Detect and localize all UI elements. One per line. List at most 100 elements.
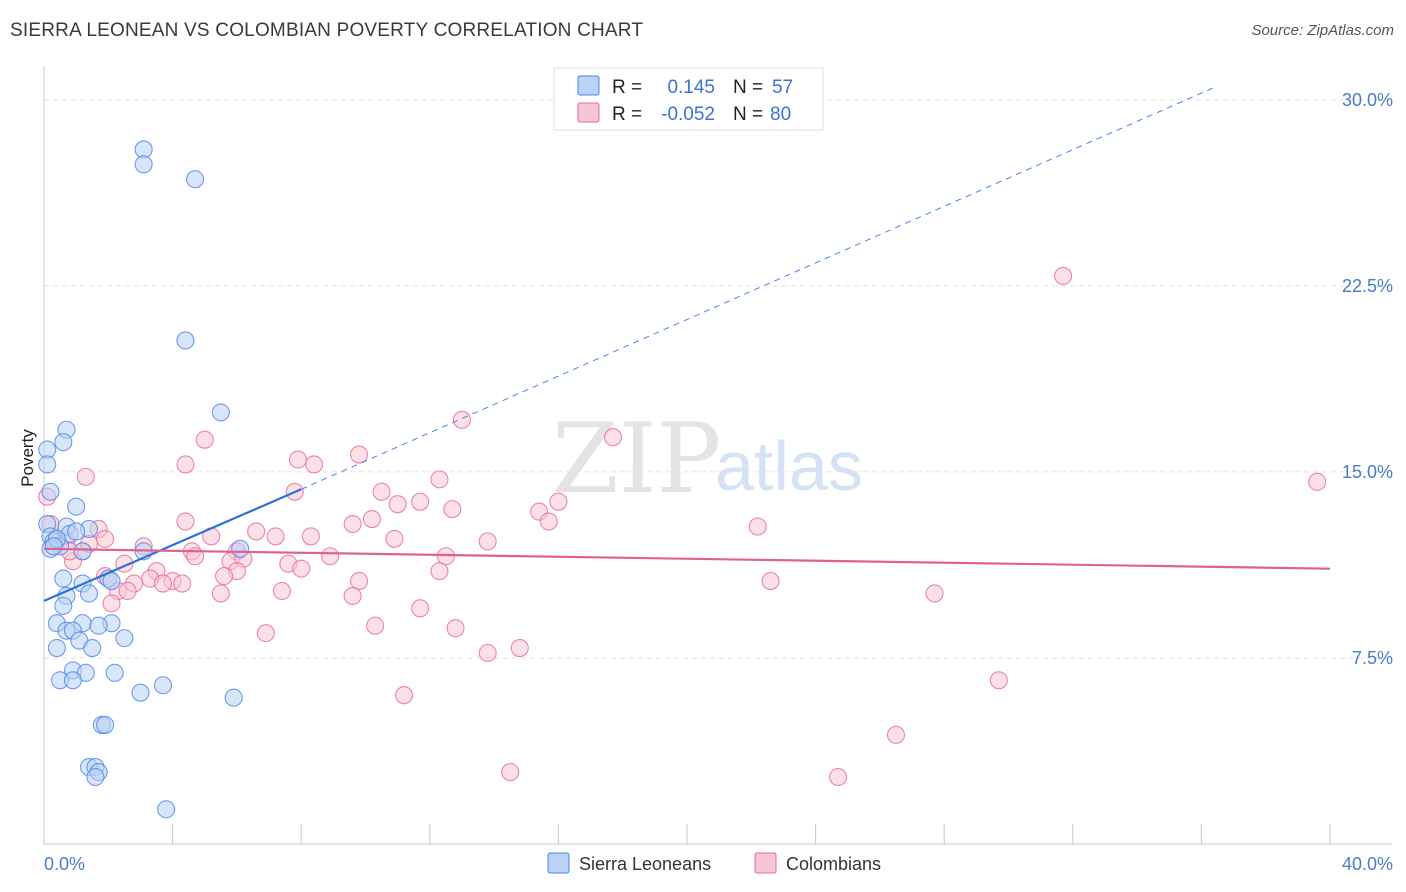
stats-r-value-2: -0.052 bbox=[661, 104, 715, 125]
colombians-point bbox=[478, 643, 497, 663]
sierra-leoneans-trend-extension bbox=[300, 86, 1215, 490]
colombians-point bbox=[301, 527, 320, 546]
colombians-point bbox=[266, 527, 285, 546]
sierra-leoneans-trend-line bbox=[43, 488, 302, 602]
trend-lines bbox=[43, 86, 1331, 602]
sierra-leoneans-point bbox=[96, 715, 115, 734]
sierra-leoneans-point bbox=[115, 629, 134, 648]
colombians-point bbox=[886, 725, 906, 744]
colombians-point bbox=[247, 522, 266, 541]
colombians-point bbox=[549, 492, 568, 511]
sierra-leoneans-point bbox=[54, 433, 73, 452]
colombians-point bbox=[256, 624, 275, 643]
colombians-point bbox=[153, 574, 173, 593]
sierra-leoneans-point bbox=[86, 767, 105, 787]
watermark-zip: ZIP bbox=[552, 403, 721, 515]
colombians-point bbox=[214, 567, 234, 586]
sierra-leoneans-point bbox=[131, 683, 150, 702]
stats-r-value-1: 0.145 bbox=[667, 77, 715, 98]
colombians-point bbox=[501, 763, 520, 782]
sierra-leoneans-point bbox=[224, 688, 243, 707]
sierra-leoneans-point bbox=[231, 539, 250, 558]
stats-r-label-1: R = bbox=[612, 77, 642, 98]
sierra-leoneans-point bbox=[79, 584, 99, 603]
legend-swatch-sierra-leoneans bbox=[547, 852, 570, 874]
watermark: ZIP atlas bbox=[552, 403, 863, 515]
colombians-point bbox=[366, 616, 385, 635]
colombians-points bbox=[38, 266, 1327, 787]
sierra-leoneans-point bbox=[67, 522, 86, 541]
y-tick-label: 22.5% bbox=[1342, 276, 1393, 296]
colombians-point bbox=[288, 450, 308, 469]
colombians-point bbox=[173, 574, 192, 593]
stats-n-value-1: 57 bbox=[772, 77, 793, 98]
y-tick-labels: 7.5% 15.0% 22.5% 30.0% bbox=[1342, 90, 1393, 668]
colombians-point bbox=[292, 559, 311, 578]
sierra-leoneans-points bbox=[38, 140, 250, 819]
sierra-leoneans-point bbox=[44, 537, 63, 556]
colombians-point bbox=[446, 619, 465, 638]
colombians-point bbox=[925, 584, 944, 603]
colombians-point bbox=[761, 572, 780, 591]
x-tick-label-min: 0.0% bbox=[44, 854, 85, 874]
colombians-point bbox=[443, 500, 462, 519]
colombians-point bbox=[372, 482, 391, 501]
colombians-point bbox=[430, 470, 449, 489]
y-tick-label: 7.5% bbox=[1352, 648, 1393, 668]
legend-label-colombians: Colombians bbox=[786, 854, 881, 874]
sierra-leoneans-point bbox=[211, 403, 230, 422]
colombians-point bbox=[452, 410, 472, 429]
sierra-leoneans-point bbox=[54, 596, 73, 615]
colombians-point bbox=[510, 638, 529, 658]
sierra-leoneans-point bbox=[176, 331, 195, 350]
legend-swatch-colombians bbox=[754, 852, 777, 874]
colombians-point bbox=[395, 686, 414, 705]
stats-n-label-1: N = bbox=[733, 77, 763, 98]
colombians-point bbox=[321, 547, 340, 566]
y-tick-label: 15.0% bbox=[1342, 462, 1393, 482]
colombians-point bbox=[362, 510, 381, 529]
colombians-point bbox=[604, 428, 623, 447]
colombians-point bbox=[829, 767, 848, 787]
colombians-point bbox=[343, 514, 362, 534]
colombians-point bbox=[411, 492, 430, 511]
chart-title: SIERRA LEONEAN VS COLOMBIAN POVERTY CORR… bbox=[10, 20, 644, 41]
colombians-point bbox=[436, 547, 455, 566]
legend-label-sierra-leoneans: Sierra Leoneans bbox=[579, 854, 711, 874]
colombians-point bbox=[989, 671, 1008, 690]
y-axis-title: Poverty bbox=[18, 429, 37, 487]
sierra-leoneans-point bbox=[73, 542, 92, 561]
colombians-point bbox=[96, 529, 115, 548]
colombians-point bbox=[1308, 472, 1327, 491]
colombians-point bbox=[272, 581, 291, 601]
colombians-point bbox=[1054, 266, 1073, 286]
colombians-point bbox=[385, 529, 404, 548]
colombians-point bbox=[102, 594, 121, 613]
colombians-point bbox=[211, 584, 230, 603]
sierra-leoneans-point bbox=[38, 455, 57, 474]
colombians-point bbox=[176, 455, 195, 474]
stats-r-label-2: R = bbox=[612, 104, 642, 125]
stats-swatch-pink bbox=[577, 102, 600, 123]
stats-n-label-2: N = bbox=[733, 104, 763, 125]
colombians-point bbox=[76, 467, 95, 486]
x-tick-label-max: 40.0% bbox=[1342, 854, 1393, 874]
colombians-point bbox=[478, 532, 497, 551]
sierra-leoneans-point bbox=[153, 676, 173, 695]
sierra-leoneans-point bbox=[41, 482, 60, 501]
sierra-leoneans-point bbox=[134, 155, 153, 174]
stats-swatch-blue bbox=[577, 75, 600, 96]
sierra-leoneans-point bbox=[54, 569, 73, 588]
colombians-trend-line bbox=[43, 547, 1331, 570]
sierra-leoneans-point bbox=[47, 638, 66, 658]
sierra-leoneans-point bbox=[89, 616, 108, 635]
colombians-point bbox=[388, 495, 407, 514]
colombians-point bbox=[176, 512, 195, 531]
sierra-leoneans-point bbox=[186, 170, 205, 189]
stats-n-value-2: 80 bbox=[770, 104, 791, 125]
colombians-point bbox=[411, 599, 430, 618]
sierra-leoneans-point bbox=[157, 800, 176, 819]
watermark-atlas: atlas bbox=[715, 427, 863, 505]
colombians-point bbox=[305, 455, 324, 474]
